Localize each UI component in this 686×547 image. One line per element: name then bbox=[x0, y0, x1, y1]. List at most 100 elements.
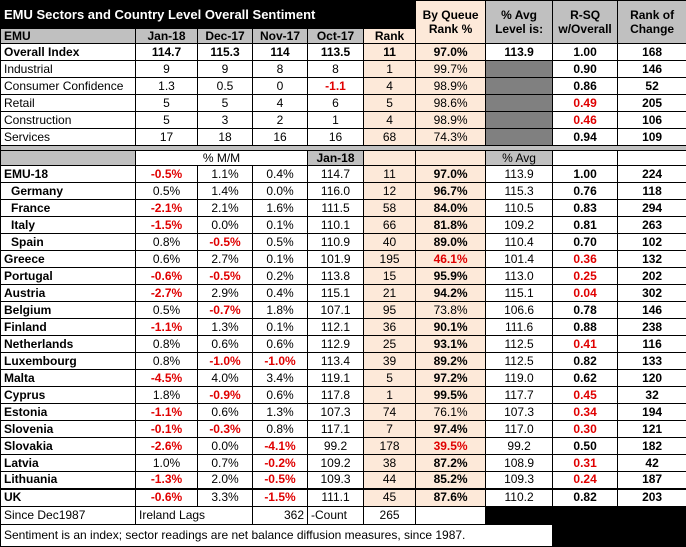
cell: -1.0% bbox=[253, 353, 308, 370]
cell: 17 bbox=[136, 129, 198, 146]
cell: 8 bbox=[308, 61, 364, 78]
header-line: R-SQ bbox=[556, 8, 614, 22]
cell: 0.5% bbox=[136, 302, 198, 319]
cell: Ireland Lags bbox=[136, 507, 253, 525]
cell: 16 bbox=[308, 129, 364, 146]
cell: 1.3% bbox=[198, 319, 253, 336]
cell: 132 bbox=[618, 251, 686, 268]
cell: 0.45 bbox=[553, 387, 618, 404]
cell: 115.3 bbox=[486, 183, 553, 200]
cell: 115.1 bbox=[308, 285, 364, 302]
cell: -4.5% bbox=[136, 370, 198, 387]
cell: 0.5% bbox=[253, 234, 308, 251]
table-row: Sentiment is an index; sector readings a… bbox=[1, 525, 686, 547]
cell bbox=[486, 112, 553, 129]
cell: 21 bbox=[364, 285, 416, 302]
cell: 117.1 bbox=[308, 421, 364, 438]
cell: 3.3% bbox=[198, 489, 253, 507]
header-line: By Queue bbox=[419, 8, 482, 22]
header-line: Change bbox=[621, 22, 683, 36]
cell: 0.8% bbox=[253, 421, 308, 438]
cell: 32 bbox=[618, 387, 686, 404]
cell: 110.5 bbox=[486, 200, 553, 217]
cell: -2.7% bbox=[136, 285, 198, 302]
cell: 263 bbox=[618, 217, 686, 234]
cell bbox=[1, 151, 136, 166]
cell: 109.3 bbox=[308, 472, 364, 489]
cell: 87.2% bbox=[416, 455, 486, 472]
cell: 118 bbox=[618, 183, 686, 200]
cell: 0.7% bbox=[198, 455, 253, 472]
cell: 108.9 bbox=[486, 455, 553, 472]
cell: 182 bbox=[618, 438, 686, 455]
cell: 4 bbox=[364, 112, 416, 129]
cell: 109.2 bbox=[486, 217, 553, 234]
cell bbox=[486, 95, 553, 112]
cell: 11 bbox=[364, 44, 416, 61]
cell: 302 bbox=[618, 285, 686, 302]
cell: 0.50 bbox=[553, 438, 618, 455]
cell: 0.0% bbox=[198, 438, 253, 455]
cell: 0.70 bbox=[553, 234, 618, 251]
cell: 1 bbox=[364, 61, 416, 78]
cell: 205 bbox=[618, 95, 686, 112]
cell: 133 bbox=[618, 353, 686, 370]
cell: 0.24 bbox=[553, 472, 618, 489]
cell: 113.9 bbox=[486, 166, 553, 183]
cell: 36 bbox=[364, 319, 416, 336]
cell: France bbox=[1, 200, 136, 217]
cell: 46.1% bbox=[416, 251, 486, 268]
cell: 109.2 bbox=[308, 455, 364, 472]
cell: Portugal bbox=[1, 268, 136, 285]
cell: 15 bbox=[364, 268, 416, 285]
cell: 3.4% bbox=[253, 370, 308, 387]
cell: 0.8% bbox=[136, 353, 198, 370]
cell: EMU Sectors and Country Level Overall Se… bbox=[1, 1, 416, 29]
cell: 110.2 bbox=[486, 489, 553, 507]
cell: 224 bbox=[618, 166, 686, 183]
cell: 97.2% bbox=[416, 370, 486, 387]
cell: 146 bbox=[618, 302, 686, 319]
cell: 0.49 bbox=[553, 95, 618, 112]
cell: Estonia bbox=[1, 404, 136, 421]
cell: 44 bbox=[364, 472, 416, 489]
cell: 76.1% bbox=[416, 404, 486, 421]
cell: 12 bbox=[364, 183, 416, 200]
cell: 5 bbox=[136, 95, 198, 112]
cell bbox=[486, 507, 686, 525]
cell bbox=[416, 507, 486, 525]
cell: Sentiment is an index; sector readings a… bbox=[1, 525, 553, 547]
cell: 99.5% bbox=[416, 387, 486, 404]
cell: -2.1% bbox=[136, 200, 198, 217]
cell: 2.0% bbox=[198, 472, 253, 489]
cell bbox=[486, 78, 553, 95]
cell: 52 bbox=[618, 78, 686, 95]
cell: 5 bbox=[364, 95, 416, 112]
cell: -0.5% bbox=[253, 472, 308, 489]
cell: 0.1% bbox=[253, 251, 308, 268]
cell: 113.8 bbox=[308, 268, 364, 285]
cell: 0.81 bbox=[553, 217, 618, 234]
cell: 0.2% bbox=[253, 268, 308, 285]
cell: 0.6% bbox=[198, 336, 253, 353]
cell: Italy bbox=[1, 217, 136, 234]
cell: 2.9% bbox=[198, 285, 253, 302]
cell: 95 bbox=[364, 302, 416, 319]
cell: 8 bbox=[253, 61, 308, 78]
cell: Overall Index bbox=[1, 44, 136, 61]
cell: 0.41 bbox=[553, 336, 618, 353]
cell: 89.0% bbox=[416, 234, 486, 251]
cell: -2.6% bbox=[136, 438, 198, 455]
cell: 1.8% bbox=[253, 302, 308, 319]
cell: 0.34 bbox=[553, 404, 618, 421]
